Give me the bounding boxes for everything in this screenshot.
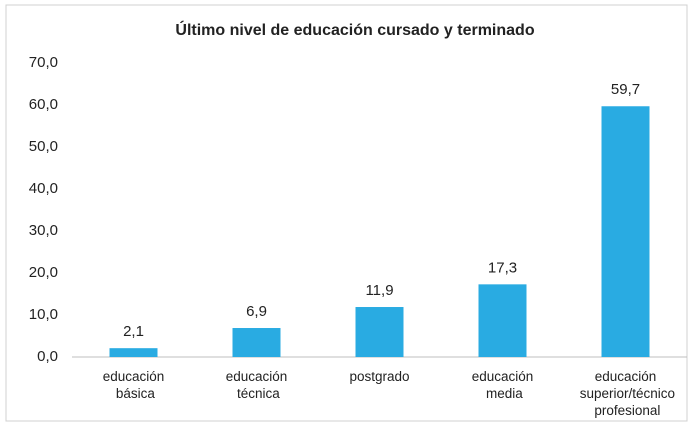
x-tick-label: educación básica: [103, 369, 165, 401]
y-tick-label: 10,0: [29, 306, 58, 323]
bar: [601, 106, 650, 357]
x-tick-label: educación técnica: [226, 369, 288, 401]
y-tick-label: 0,0: [37, 348, 58, 365]
value-label: 11,9: [365, 282, 393, 299]
bar: [232, 328, 281, 357]
chart-frame: [5, 4, 688, 422]
y-tick-label: 20,0: [29, 264, 58, 281]
y-tick-label: 30,0: [29, 222, 58, 239]
x-tick-label: educación media: [472, 369, 534, 401]
bar: [478, 284, 527, 357]
y-tick-label: 60,0: [29, 96, 58, 113]
chart-title: Último nivel de educación cursado y term…: [175, 20, 534, 39]
y-tick-label: 50,0: [29, 138, 58, 155]
x-tick-label: postgrado: [349, 369, 409, 384]
value-label: 59,7: [611, 81, 640, 98]
y-tick-label: 40,0: [29, 180, 58, 197]
bar: [109, 348, 158, 357]
y-tick-label: 70,0: [29, 54, 58, 71]
value-label: 2,1: [123, 323, 144, 340]
x-tick-label: educación superior/técnico profesional: [576, 369, 675, 418]
value-label: 6,9: [246, 303, 267, 320]
bar: [355, 307, 404, 357]
value-label: 17,3: [488, 259, 517, 276]
